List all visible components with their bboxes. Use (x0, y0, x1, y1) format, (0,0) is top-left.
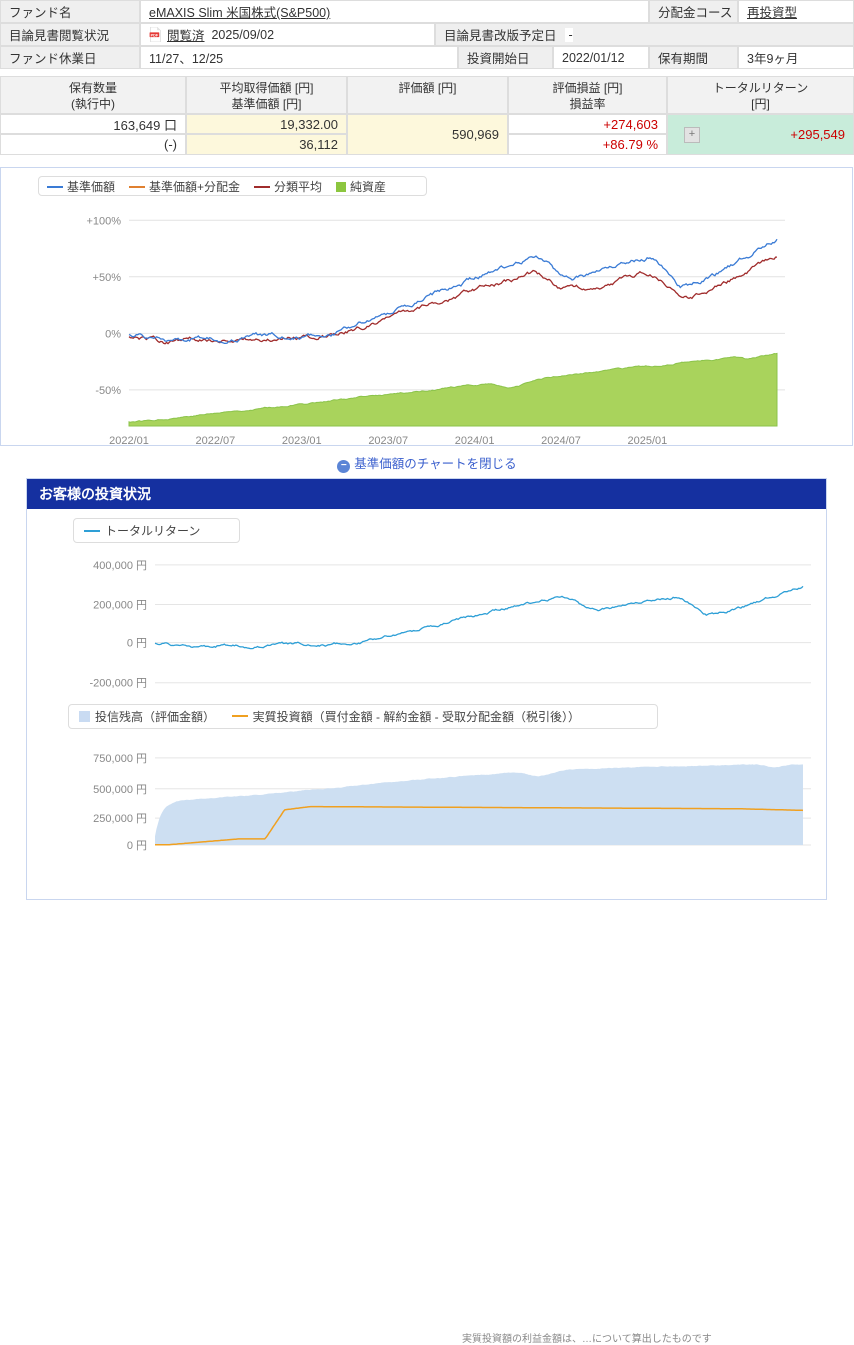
svg-text:2023/01: 2023/01 (282, 435, 322, 447)
svg-text:-200,000 円: -200,000 円 (90, 678, 147, 690)
svg-text:2025/01: 2025/01 (628, 435, 668, 447)
svg-text:2023/07: 2023/07 (368, 435, 408, 447)
svg-text:200,000 円: 200,000 円 (93, 600, 147, 612)
svg-text:PDF: PDF (151, 33, 159, 37)
svg-text:2024/07: 2024/07 (541, 435, 581, 447)
svg-text:750,000 円: 750,000 円 (93, 753, 147, 765)
svg-text:0%: 0% (105, 328, 121, 340)
svg-text:2024/01: 2024/01 (455, 435, 495, 447)
svg-text:500,000 円: 500,000 円 (93, 784, 147, 796)
svg-text:+100%: +100% (86, 215, 121, 227)
svg-text:0 円: 0 円 (127, 840, 147, 852)
svg-text:-50%: -50% (95, 385, 121, 397)
svg-text:400,000 円: 400,000 円 (93, 560, 147, 572)
svg-text:250,000 円: 250,000 円 (93, 813, 147, 825)
svg-text:0 円: 0 円 (127, 638, 147, 650)
svg-text:2022/07: 2022/07 (196, 435, 236, 447)
svg-text:2022/01: 2022/01 (109, 435, 149, 447)
svg-text:+50%: +50% (93, 272, 122, 284)
